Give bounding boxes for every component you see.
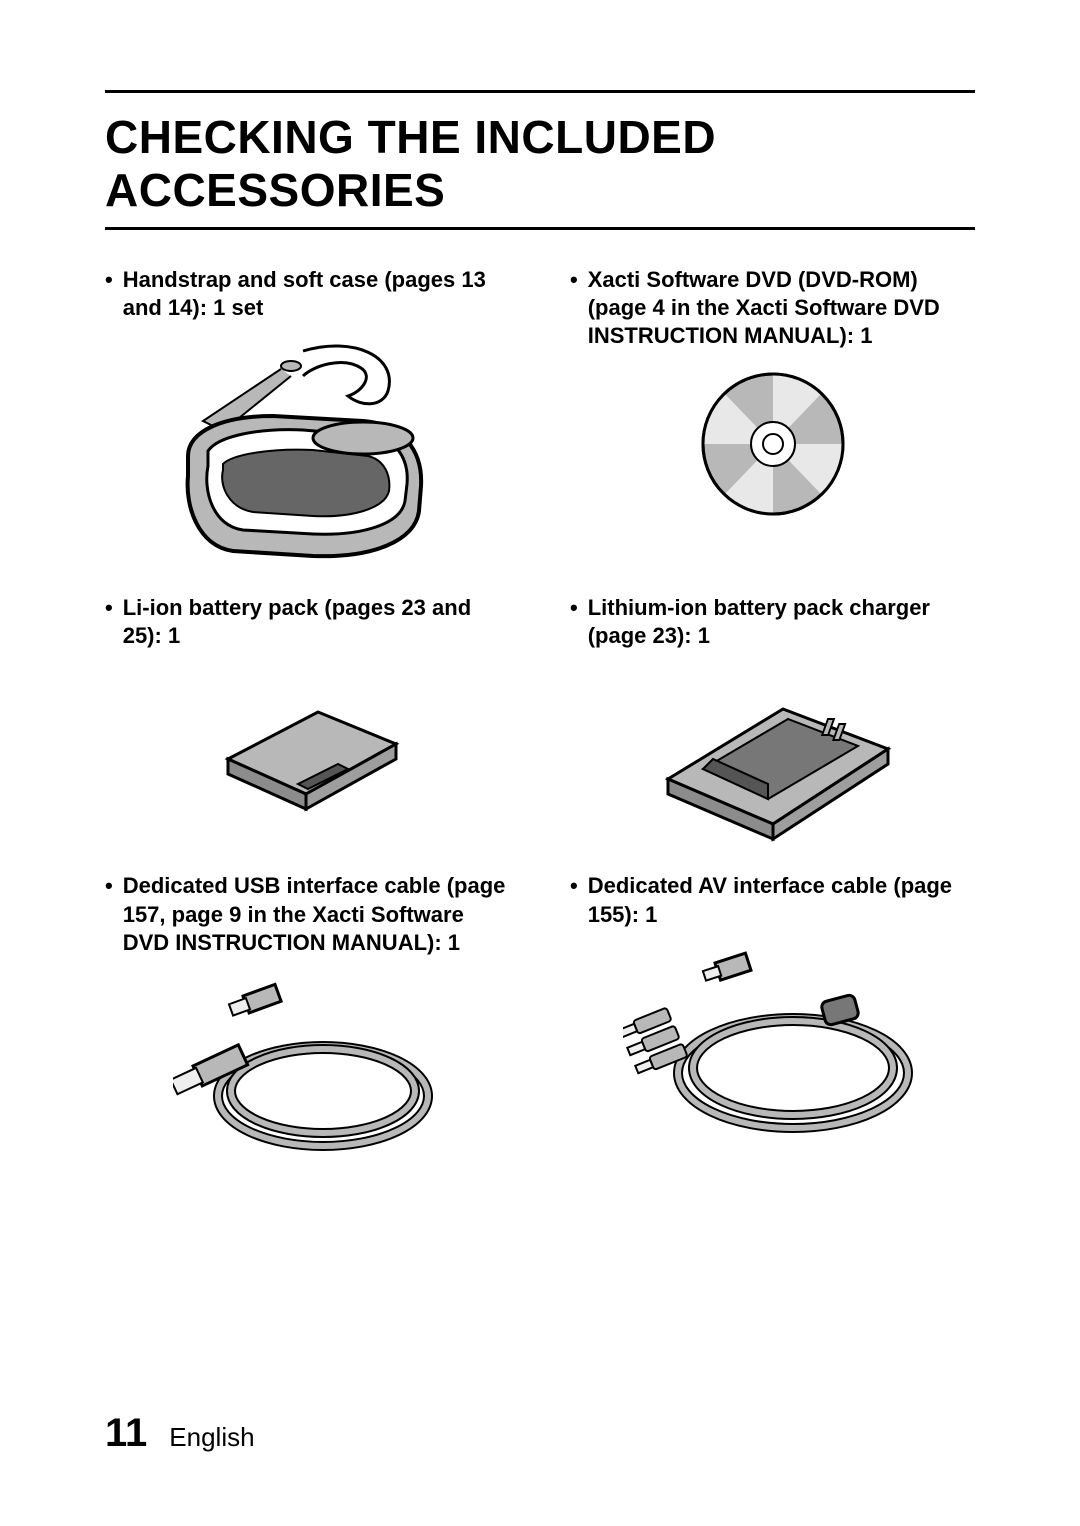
- bullet-icon: •: [105, 594, 113, 622]
- bullet-icon: •: [105, 266, 113, 294]
- item-software-dvd: • Xacti Software DVD (DVD-ROM) (page 4 i…: [570, 266, 975, 566]
- item-text: Dedicated AV interface cable (page 155):…: [588, 872, 975, 928]
- bullet-icon: •: [570, 872, 578, 900]
- item-text: Dedicated USB interface cable (page 157,…: [123, 872, 510, 956]
- illustration-av-cable: [570, 943, 975, 1143]
- illustration-usb-cable: [105, 971, 510, 1161]
- item-label: • Lithium-ion battery pack charger (page…: [570, 594, 975, 650]
- item-label: • Li-ion battery pack (pages 23 and 25):…: [105, 594, 510, 650]
- bullet-icon: •: [105, 872, 113, 900]
- item-text: Lithium-ion battery pack charger (page 2…: [588, 594, 975, 650]
- bullet-icon: •: [570, 266, 578, 294]
- item-battery-pack: • Li-ion battery pack (pages 23 and 25):…: [105, 594, 510, 844]
- item-label: • Dedicated USB interface cable (page 15…: [105, 872, 510, 956]
- content-grid: • Handstrap and soft case (pages 13 and …: [105, 266, 975, 1161]
- item-text: Handstrap and soft case (pages 13 and 14…: [123, 266, 510, 322]
- language-label: English: [169, 1422, 254, 1453]
- item-text: Li-ion battery pack (pages 23 and 25): 1: [123, 594, 510, 650]
- illustration-charger: [570, 664, 975, 844]
- illustration-battery: [105, 664, 510, 824]
- dvd-icon: [693, 364, 853, 524]
- item-usb-cable: • Dedicated USB interface cable (page 15…: [105, 872, 510, 1160]
- page-title: CHECKING THE INCLUDED ACCESSORIES: [105, 111, 975, 217]
- illustration-dvd: [570, 364, 975, 524]
- item-battery-charger: • Lithium-ion battery pack charger (page…: [570, 594, 975, 844]
- item-text: Xacti Software DVD (DVD-ROM) (page 4 in …: [588, 266, 975, 350]
- item-label: • Dedicated AV interface cable (page 155…: [570, 872, 975, 928]
- item-label: • Handstrap and soft case (pages 13 and …: [105, 266, 510, 322]
- softcase-icon: [163, 336, 453, 566]
- av-cable-icon: [623, 943, 923, 1143]
- manual-page: CHECKING THE INCLUDED ACCESSORIES • Hand…: [0, 0, 1080, 1526]
- charger-icon: [643, 664, 903, 844]
- page-number: 11: [105, 1411, 147, 1456]
- row-1: • Handstrap and soft case (pages 13 and …: [105, 266, 975, 566]
- row-2: • Li-ion battery pack (pages 23 and 25):…: [105, 594, 975, 844]
- battery-icon: [198, 664, 418, 824]
- item-label: • Xacti Software DVD (DVD-ROM) (page 4 i…: [570, 266, 975, 350]
- bullet-icon: •: [570, 594, 578, 622]
- page-footer: 11 English: [105, 1411, 255, 1456]
- top-rule: [105, 90, 975, 93]
- bottom-rule: [105, 227, 975, 230]
- row-3: • Dedicated USB interface cable (page 15…: [105, 872, 975, 1160]
- illustration-softcase: [105, 336, 510, 566]
- item-handstrap-softcase: • Handstrap and soft case (pages 13 and …: [105, 266, 510, 566]
- item-av-cable: • Dedicated AV interface cable (page 155…: [570, 872, 975, 1160]
- usb-cable-icon: [173, 971, 443, 1161]
